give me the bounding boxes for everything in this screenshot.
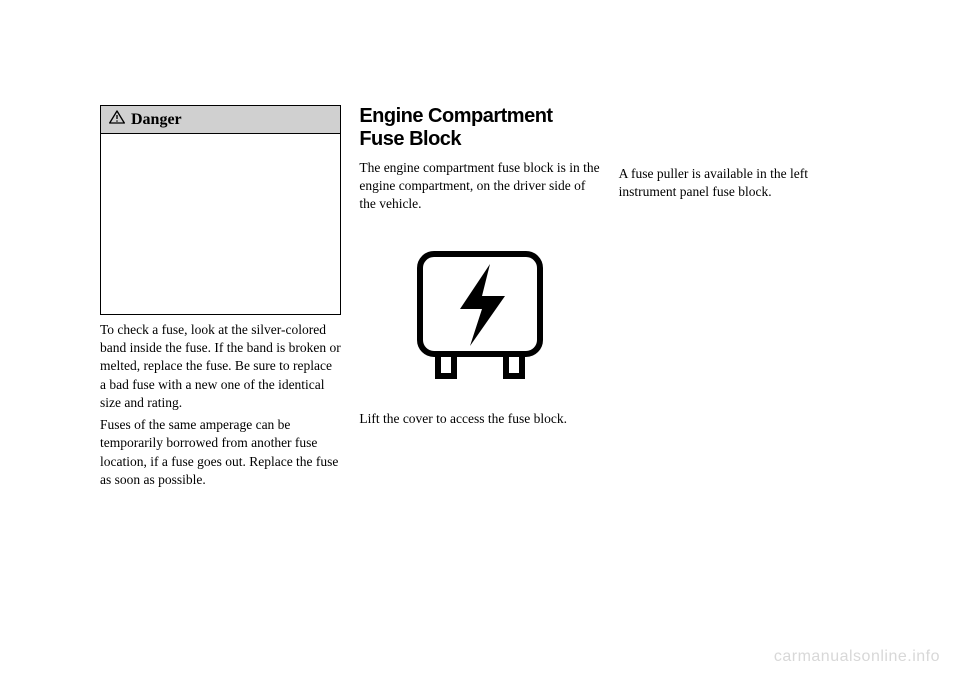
body-text: The engine compartment fuse block is in … [359,159,600,214]
danger-label: Danger [131,111,182,129]
warning-triangle-icon [109,110,125,129]
section-heading: Engine Compartment Fuse Block [359,105,600,151]
column-1: Danger To check a fuse, look at the silv… [100,105,341,493]
page-content: Danger To check a fuse, look at the silv… [0,0,960,513]
spacer [619,105,860,165]
illustration-caption: Lift the cover to access the fuse block. [359,410,600,428]
watermark-text: carmanualsonline.info [774,648,940,666]
column-2: Engine Compartment Fuse Block The engine… [359,105,600,493]
danger-body [101,134,340,314]
danger-callout: Danger [100,105,341,315]
fuse-block-illustration [359,224,600,404]
body-text: To check a fuse, look at the silver-colo… [100,321,341,412]
body-text: Fuses of the same amperage can be tempor… [100,416,341,489]
body-text: A fuse puller is available in the left i… [619,165,860,201]
column-3: A fuse puller is available in the left i… [619,105,860,493]
danger-header: Danger [101,106,340,134]
